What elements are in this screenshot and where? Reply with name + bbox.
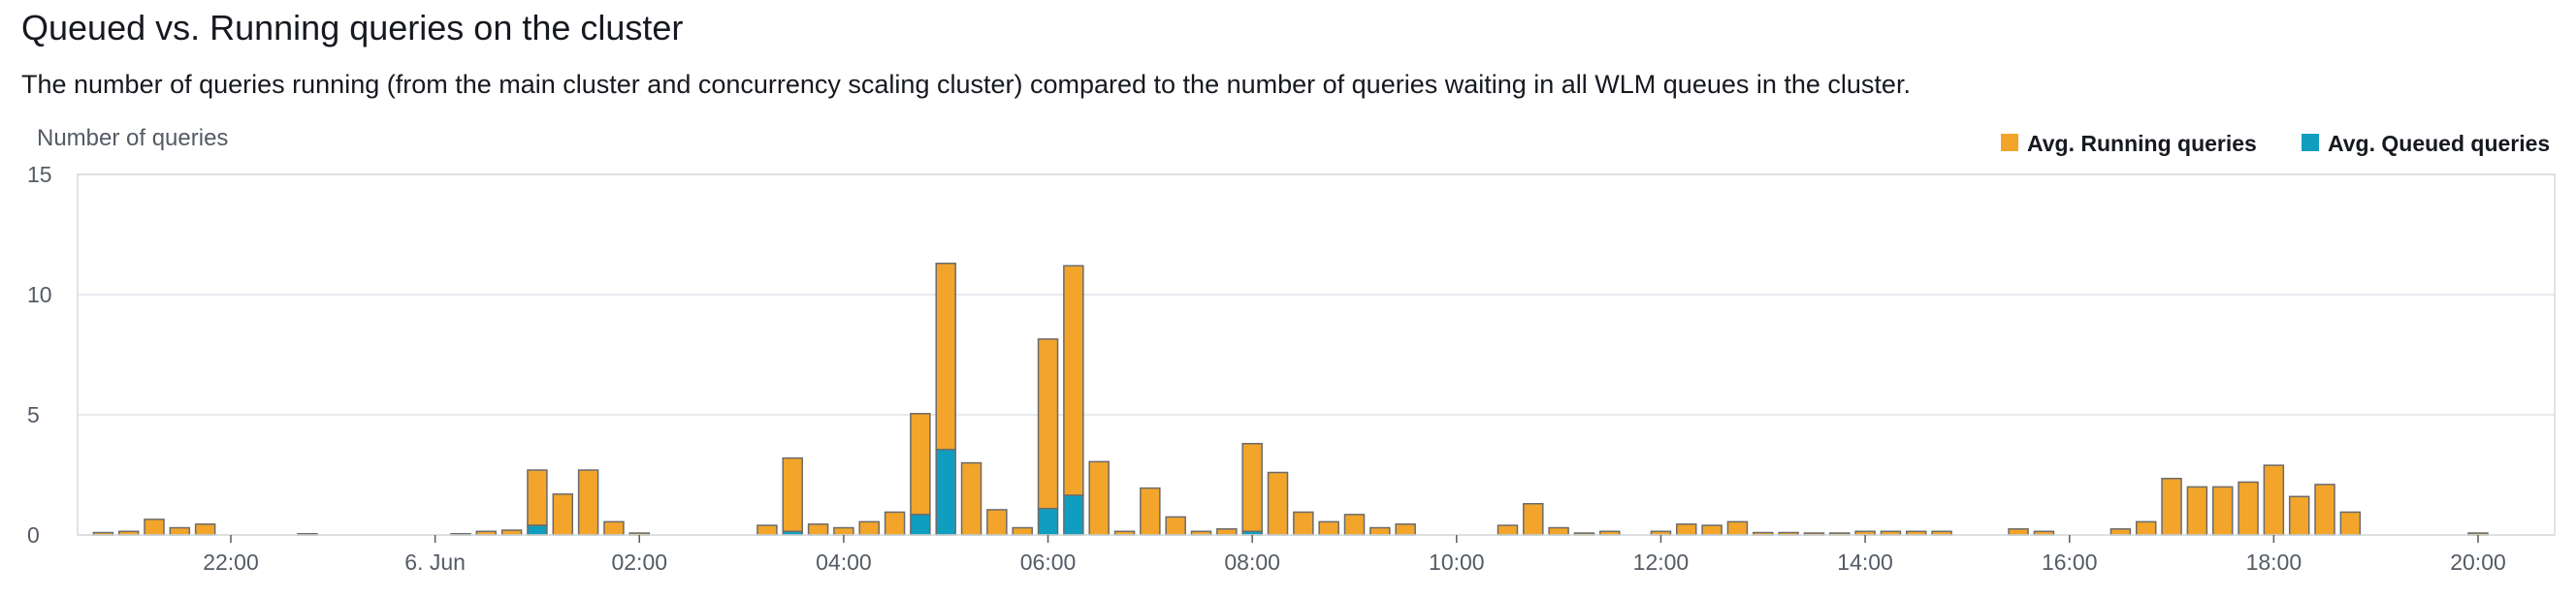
x-tick-label: 6. Jun [404,550,466,575]
bar-running[interactable] [1063,265,1084,496]
plot-frame [77,173,2556,536]
bar-running[interactable] [858,520,880,536]
bar-running[interactable] [2008,528,2029,536]
bar-running[interactable] [1343,514,1366,536]
bar-running[interactable] [1165,516,1186,536]
x-tick-label: 22:00 [203,550,259,575]
bar-running[interactable] [1140,487,1161,536]
bar-running[interactable] [2211,486,2234,536]
legend-item-running[interactable]: Avg. Running queries [2001,131,2257,156]
x-tick-label: 04:00 [816,550,872,575]
x-tick-label: 12:00 [1633,550,1690,575]
bar-running[interactable] [603,520,625,536]
bar-running[interactable] [833,526,854,536]
bar-running[interactable] [194,523,216,536]
bar-running[interactable] [1548,526,1569,536]
x-tick-label: 06:00 [1020,550,1077,575]
bar-running[interactable] [2339,511,2362,536]
bar-running[interactable] [986,509,1008,536]
bar-running[interactable] [1395,523,1416,536]
chart-title: Queued vs. Running queries on the cluste… [21,8,684,47]
x-tick-label: 02:00 [611,550,667,575]
bar-running[interactable] [2263,464,2285,536]
bar-running[interactable] [1293,511,1314,536]
bar-running[interactable] [960,461,982,536]
bar-running[interactable] [527,469,548,526]
bar-running[interactable] [144,518,165,536]
x-axis-ticks: 22:00 6. Jun 02:00 04:00 06:00 08:00 10:00 12:0… [203,535,2506,575]
bar-running[interactable] [1369,526,1391,536]
x-tick-label: 18:00 [2246,550,2302,575]
y-axis-ticks: 0 5 10 15 [27,162,52,548]
x-tick-label: 20:00 [2450,550,2506,575]
bar-queued[interactable] [935,449,956,536]
bar-running[interactable] [2135,520,2157,536]
bar-running[interactable] [1241,443,1263,533]
bar-queued[interactable] [527,524,548,536]
bar-running[interactable] [2238,481,2259,536]
bar-queued[interactable] [1063,494,1084,536]
x-tick-label: 08:00 [1224,550,1280,575]
bar-running[interactable] [1497,524,1519,536]
chart-description: The number of queries running (from the … [21,70,1911,99]
bar-running[interactable] [2288,495,2310,536]
legend-swatch-queued [2302,134,2319,151]
bar-running[interactable] [807,523,829,536]
y-tick-label: 5 [27,402,40,427]
bars [92,263,2489,536]
bar-running[interactable] [935,263,956,451]
bar-queued[interactable] [910,514,931,536]
gridlines [78,173,2555,536]
x-tick-label: 14:00 [1837,550,1893,575]
bar-running[interactable] [910,413,931,516]
bar-running[interactable] [1037,338,1059,510]
y-tick-label: 0 [27,522,40,548]
bar-running[interactable] [1216,528,1238,536]
chart: Number of queries Avg. Running queries A… [27,125,2556,575]
legend-swatch-running [2001,134,2018,151]
bar-running[interactable] [552,493,574,536]
bar-running[interactable] [2161,477,2182,536]
bar-running[interactable] [1267,471,1289,536]
bar-running[interactable] [2314,484,2335,536]
bar-running[interactable] [1676,523,1697,536]
bar-running[interactable] [2109,528,2132,536]
bar-running[interactable] [1088,460,1110,536]
x-tick-label: 16:00 [2042,550,2098,575]
y-tick-label: 10 [27,282,52,307]
bar-running[interactable] [1012,526,1033,536]
bar-running[interactable] [577,469,599,536]
legend-item-queued[interactable]: Avg. Queued queries [2302,131,2550,156]
x-tick-label: 10:00 [1429,550,1485,575]
bar-running[interactable] [757,524,778,536]
bar-queued[interactable] [1037,507,1059,536]
bar-running[interactable] [782,456,803,533]
legend-label-running: Avg. Running queries [2027,131,2257,156]
bar-running[interactable] [1726,520,1749,536]
y-axis-label: Number of queries [37,125,228,151]
y-tick-label: 15 [27,162,52,187]
bar-running[interactable] [884,511,906,536]
bar-running[interactable] [1701,524,1723,536]
bar-running[interactable] [1318,520,1339,536]
legend-label-queued: Avg. Queued queries [2328,131,2550,156]
bar-running[interactable] [169,526,191,536]
legend: Avg. Running queries Avg. Queued queries [2001,131,2550,156]
bar-running[interactable] [1523,503,1544,536]
bar-running[interactable] [2186,486,2208,536]
